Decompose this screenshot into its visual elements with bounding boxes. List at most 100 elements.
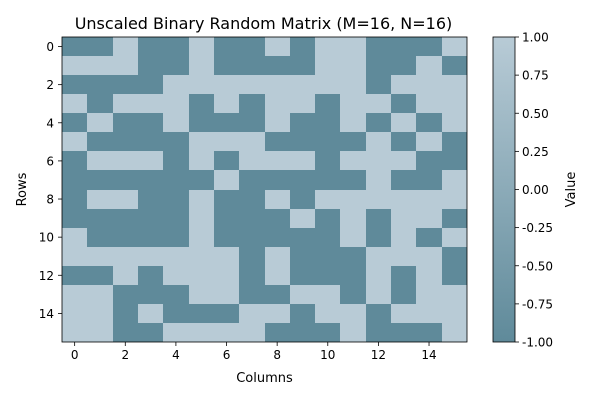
heatmap-cell [87,94,113,113]
heatmap-cell [442,113,467,132]
heatmap-cell [87,37,113,56]
heatmap-cell [416,247,442,266]
heatmap-cell [163,323,189,342]
heatmap-cell [163,190,189,209]
heatmap-cell [87,247,113,266]
heatmap-cell [239,113,265,132]
heatmap-cell [442,228,467,247]
heatmap-cell [87,170,113,190]
colorbar-tick-label: -0.50 [522,259,553,273]
heatmap-cell [87,56,113,75]
heatmap-cell [391,132,416,151]
heatmap-cell [391,209,416,228]
heatmap-cell [87,266,113,285]
heatmap-cell [391,113,416,132]
heatmap-cell [163,37,189,56]
heatmap-cell [366,190,391,209]
heatmap-cell [113,285,138,304]
heatmap-cell [340,266,366,285]
heatmap-cell [239,37,265,56]
heatmap-cell [290,304,315,323]
heatmap-cell [340,247,366,266]
heatmap-cell [214,113,239,132]
heatmap-cell [138,285,163,304]
heatmap-cell [239,132,265,151]
heatmap-cell [189,56,214,75]
heatmap-cell [391,56,416,75]
heatmap-cell [442,37,467,56]
x-tick-label: 0 [71,348,79,362]
heatmap-cell [340,304,366,323]
heatmap-cell [315,170,340,190]
heatmap-cell [442,209,467,228]
y-axis-label: Rows [15,172,30,206]
heatmap-cell [366,113,391,132]
heatmap-cell [366,323,391,342]
heatmap-cell [239,209,265,228]
heatmap-cell [315,304,340,323]
heatmap-cell [442,247,467,266]
heatmap-cell [113,151,138,170]
heatmap-cell [138,266,163,285]
heatmap-cell [138,170,163,190]
heatmap-cell [138,228,163,247]
heatmap-cell [290,132,315,151]
heatmap-cell [416,209,442,228]
heatmap-cell [442,56,467,75]
heatmap-cell [214,323,239,342]
heatmap-cell [290,190,315,209]
heatmap-cell [315,151,340,170]
heatmap-cell [62,285,87,304]
heatmap-cell [366,37,391,56]
colorbar-label: Value [564,172,579,208]
heatmap-cell [416,323,442,342]
x-axis-label: Columns [236,371,293,386]
heatmap-cell [239,75,265,94]
heatmap-cell [442,190,467,209]
colorbar-tick-label: -0.25 [522,221,553,235]
heatmap-cell [290,323,315,342]
heatmap-cell [315,247,340,266]
heatmap-cell [315,190,340,209]
heatmap-cell [391,304,416,323]
heatmap-cells [62,37,467,342]
heatmap-cell [315,75,340,94]
heatmap-cell [239,228,265,247]
heatmap-cell [214,132,239,151]
heatmap-cell [416,37,442,56]
colorbar-tick-label: 0.00 [522,183,549,197]
heatmap-cell [189,113,214,132]
heatmap-cell [189,209,214,228]
heatmap-cell [315,94,340,113]
heatmap-cell [366,151,391,170]
heatmap-cell [62,190,87,209]
heatmap-cell [340,113,366,132]
heatmap-cell [62,94,87,113]
heatmap-cell [214,75,239,94]
heatmap-cell [113,304,138,323]
heatmap-cell [416,151,442,170]
heatmap-cell [315,113,340,132]
heatmap-cell [340,190,366,209]
heatmap-cell [265,56,290,75]
heatmap-cell [340,228,366,247]
x-axis-ticks: 0 2 4 6 8 10 12 14 [71,342,437,362]
heatmap-cell [366,228,391,247]
colorbar-tick-label: -0.75 [522,297,553,311]
y-tick-label: 10 [39,231,54,245]
heatmap-cell [189,94,214,113]
heatmap-cell [416,113,442,132]
heatmap-cell [138,113,163,132]
heatmap-cell [62,323,87,342]
heatmap-cell [416,266,442,285]
heatmap-cell [290,170,315,190]
heatmap-cell [189,37,214,56]
heatmap-cell [239,56,265,75]
heatmap-cell [239,285,265,304]
heatmap-cell [189,304,214,323]
heatmap-cell [340,209,366,228]
heatmap-cell [265,113,290,132]
heatmap-cell [87,209,113,228]
heatmap-cell [290,228,315,247]
